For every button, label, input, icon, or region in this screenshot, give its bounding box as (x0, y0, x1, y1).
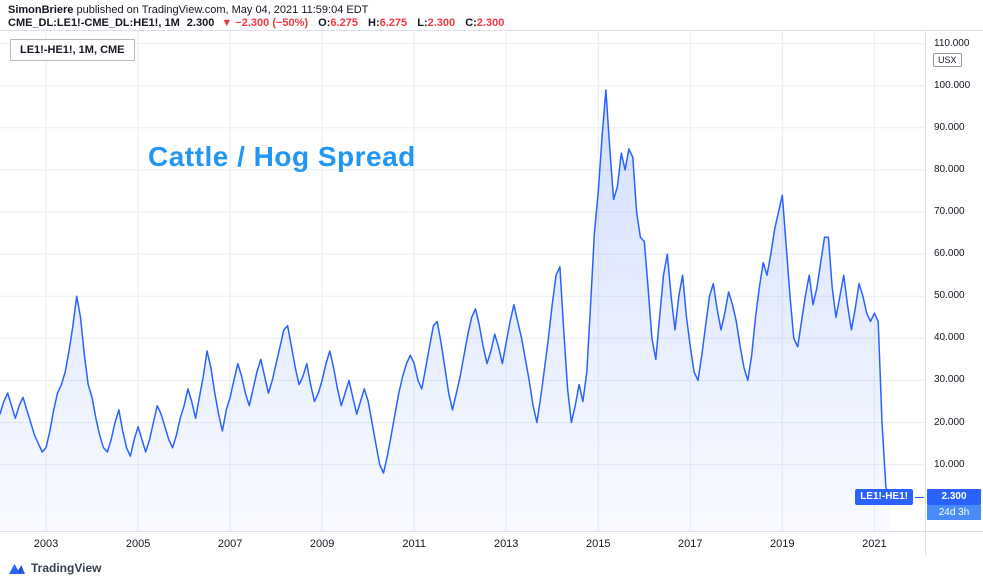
price-chart-pane[interactable]: Cattle / Hog Spread LE1!-HE1! (0, 31, 925, 532)
price-line-dash (915, 496, 924, 498)
tradingview-logo-icon[interactable] (8, 561, 26, 575)
tradingview-wordmark[interactable]: TradingView (31, 560, 102, 575)
price-axis-label: 100.000 (934, 79, 971, 91)
publish-header: SimonBriere published on TradingView.com… (0, 0, 983, 30)
author-name: SimonBriere (8, 4, 74, 16)
time-axis-label: 2007 (217, 538, 243, 550)
price-axis-label: 70.000 (934, 206, 965, 218)
time-axis-label: 2019 (770, 538, 795, 550)
open-value: 6.275 (330, 17, 358, 29)
price-axis-label: 110.000 (934, 37, 970, 49)
time-axis-label: 2015 (586, 538, 611, 550)
open-label: O: (318, 17, 331, 29)
price-axis-label: 60.000 (934, 248, 965, 260)
time-axis-label: 2005 (125, 538, 151, 550)
axis-corner (925, 532, 983, 557)
symbol-name: CME_DL:LE1!-CME_DL:HE1!, 1M (8, 17, 180, 29)
price-axis-label: 50.000 (934, 290, 965, 302)
low-value: 2.300 (427, 17, 456, 29)
high-label: H: (368, 17, 380, 29)
chart-area: Cattle / Hog Spread LE1!-HE1! LE1!-HE1!,… (0, 30, 983, 532)
series-price-label: LE1!-HE1! (855, 489, 924, 506)
price-axis-label: 90.000 (934, 121, 965, 133)
unit-badge: USX (933, 53, 962, 67)
close-label: C: (465, 17, 477, 29)
time-axis-label: 2021 (862, 538, 887, 550)
high-value: 6.275 (379, 17, 408, 29)
symbol-legend[interactable]: LE1!-HE1!, 1M, CME (10, 39, 135, 61)
price-change: ▼ −2.300 (−50%) (221, 17, 309, 29)
price-axis-label: 10.000 (934, 458, 965, 470)
bar-countdown-label: 24d 3h (927, 505, 981, 521)
footer: TradingView (0, 556, 983, 579)
price-axis-label: 30.000 (934, 374, 965, 386)
time-axis-label: 2017 (678, 538, 703, 550)
time-axis-label: 2013 (493, 538, 519, 550)
price-axis-label: 40.000 (934, 332, 965, 344)
price-chart-svg (0, 31, 925, 532)
price-axis-label: 80.000 (934, 163, 965, 175)
time-axis-label: 2011 (402, 538, 427, 550)
last-price: 2.300 (186, 17, 215, 29)
close-value: 2.300 (476, 17, 505, 29)
publish-line: SimonBriere published on TradingView.com… (8, 3, 983, 17)
low-label: L: (417, 17, 428, 29)
time-axis[interactable]: 2003 2005 2007 2009 2011 2013 2015 2017 2019 2021 (0, 531, 983, 557)
price-axis[interactable]: USX 2.300 24d 3h 10.000 20.000 30.000 40.00… (925, 31, 983, 532)
last-price-axis-label: 2.300 (927, 489, 981, 506)
time-axis-label: 2009 (309, 538, 335, 550)
series-name-pill: LE1!-HE1! (855, 489, 913, 506)
chart-annotation-title: Cattle / Hog Spread (148, 141, 416, 172)
symbol-ohlc-line: CME_DL:LE1!-CME_DL:HE1!, 1M 2.300 ▼ −2.3… (8, 17, 983, 30)
time-axis-label: 2003 (33, 538, 59, 550)
publish-info: published on TradingView.com, May 04, 20… (76, 4, 369, 16)
price-axis-label: 20.000 (934, 416, 965, 428)
